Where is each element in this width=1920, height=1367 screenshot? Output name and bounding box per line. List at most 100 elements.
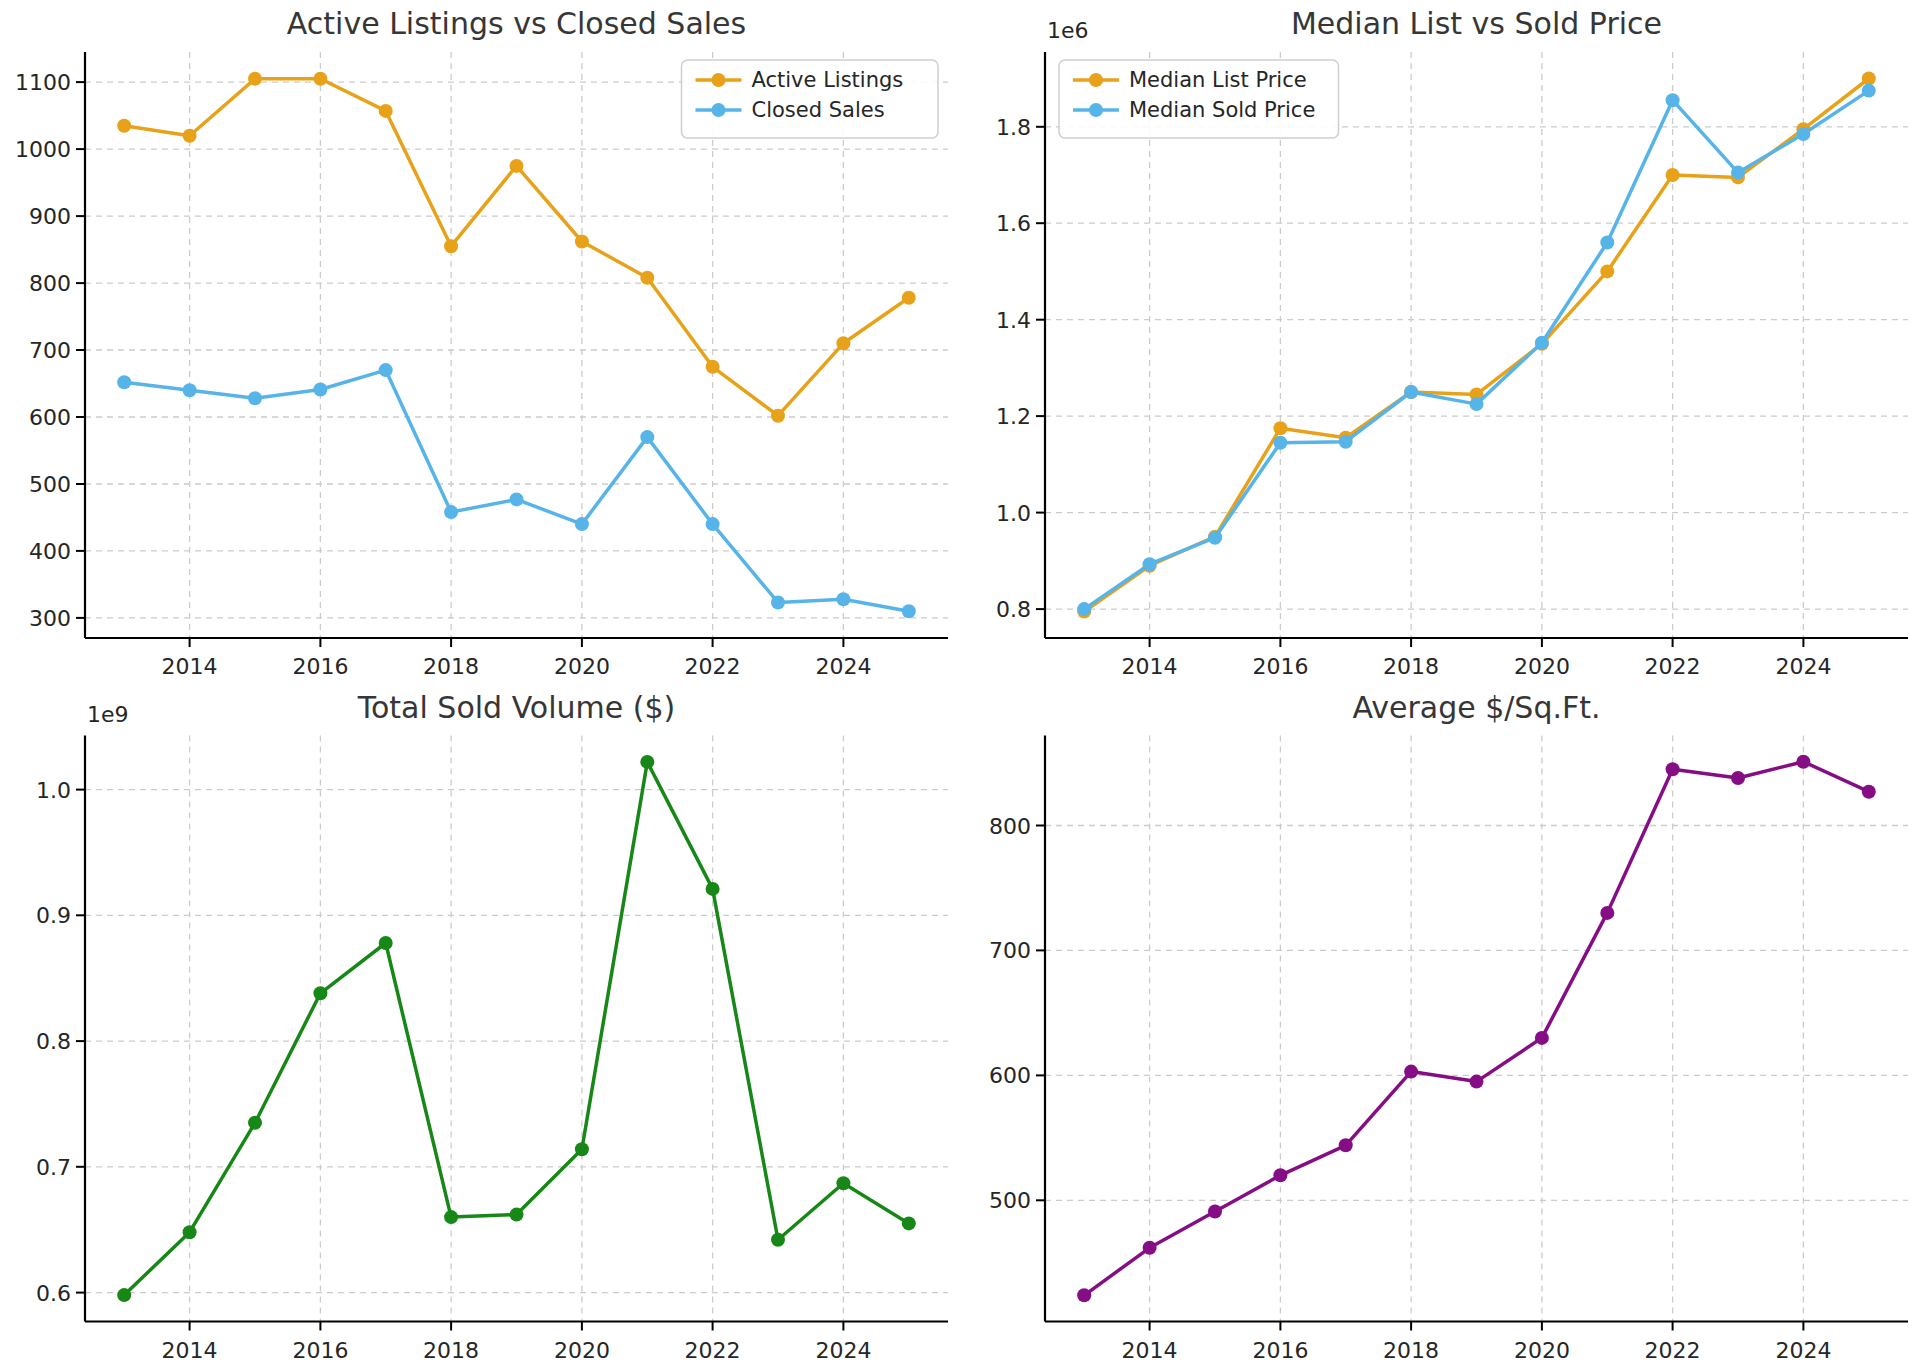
data-point bbox=[1862, 785, 1876, 799]
x-tick-label: 2020 bbox=[1514, 654, 1570, 679]
data-point bbox=[640, 755, 654, 769]
chart-title: Median List vs Sold Price bbox=[1291, 6, 1662, 41]
y-tick-label: 1.0 bbox=[996, 501, 1031, 526]
data-point bbox=[1273, 1168, 1287, 1182]
data-point bbox=[1339, 1138, 1353, 1152]
data-point bbox=[1404, 385, 1418, 399]
data-point bbox=[1666, 93, 1680, 107]
y-tick-label: 1.4 bbox=[996, 308, 1031, 333]
y-tick-label: 0.8 bbox=[996, 597, 1031, 622]
legend: Median List Price Median Sold Price bbox=[1059, 60, 1339, 138]
data-point bbox=[248, 391, 262, 405]
series-line bbox=[1084, 762, 1869, 1296]
legend-sample-marker bbox=[712, 103, 726, 117]
data-point bbox=[1208, 1205, 1222, 1219]
data-point bbox=[1535, 336, 1549, 350]
y-tick-label: 1.0 bbox=[36, 778, 71, 803]
data-point bbox=[771, 596, 785, 610]
x-tick-label: 2014 bbox=[162, 654, 218, 679]
data-point bbox=[313, 383, 327, 397]
data-point bbox=[902, 604, 916, 618]
legend-sample-marker bbox=[712, 73, 726, 87]
data-point bbox=[117, 1288, 131, 1302]
x-tick-label: 2018 bbox=[423, 654, 479, 679]
data-point bbox=[706, 517, 720, 531]
x-tick-label: 2024 bbox=[815, 654, 871, 679]
chart-title: Average $/Sq.Ft. bbox=[1352, 690, 1600, 725]
y-tick-label: 400 bbox=[29, 539, 71, 564]
axis-offset-label: 1e9 bbox=[87, 702, 129, 727]
data-point bbox=[640, 430, 654, 444]
data-point bbox=[510, 492, 524, 506]
data-point bbox=[183, 129, 197, 143]
data-point bbox=[1796, 755, 1810, 769]
data-point bbox=[836, 1176, 850, 1190]
data-point bbox=[117, 119, 131, 133]
data-point bbox=[836, 336, 850, 350]
data-point bbox=[183, 1225, 197, 1239]
data-point bbox=[771, 1233, 785, 1247]
data-point bbox=[1077, 602, 1091, 616]
data-point bbox=[313, 986, 327, 1000]
y-tick-label: 900 bbox=[29, 204, 71, 229]
data-point bbox=[575, 1142, 589, 1156]
data-point bbox=[836, 592, 850, 606]
data-point bbox=[1143, 557, 1157, 571]
x-tick-label: 2024 bbox=[1775, 1338, 1831, 1363]
price-per-sqft-chart-svg: 201420162018202020222024500600700800Aver… bbox=[960, 683, 1920, 1367]
data-point bbox=[510, 159, 524, 173]
chart-average-price-per-sqft: 201420162018202020222024500600700800Aver… bbox=[960, 683, 1920, 1367]
y-tick-label: 1.8 bbox=[996, 115, 1031, 140]
data-point bbox=[1273, 421, 1287, 435]
x-tick-label: 2018 bbox=[1383, 1338, 1439, 1363]
x-tick-label: 2020 bbox=[1514, 1338, 1570, 1363]
data-point bbox=[183, 383, 197, 397]
data-point bbox=[640, 271, 654, 285]
chart-median-list-vs-sold-price: 2014201620182020202220240.81.01.21.41.61… bbox=[960, 0, 1920, 683]
data-point bbox=[706, 882, 720, 896]
data-point bbox=[248, 1116, 262, 1130]
data-point bbox=[379, 363, 393, 377]
data-point bbox=[1862, 72, 1876, 86]
y-tick-label: 1.2 bbox=[996, 404, 1031, 429]
y-tick-label: 700 bbox=[29, 338, 71, 363]
active-listings-chart-svg: 2014201620182020202220243004005006007008… bbox=[0, 0, 960, 683]
chart-active-listings-vs-closed-sales: 2014201620182020202220243004005006007008… bbox=[0, 0, 960, 683]
legend-label: Median Sold Price bbox=[1129, 98, 1315, 122]
data-point bbox=[575, 517, 589, 531]
y-tick-label: 1100 bbox=[15, 70, 71, 95]
data-point bbox=[1666, 168, 1680, 182]
data-point bbox=[313, 72, 327, 86]
legend-label: Median List Price bbox=[1129, 68, 1307, 92]
data-point bbox=[444, 1210, 458, 1224]
data-point bbox=[1862, 84, 1876, 98]
y-tick-label: 0.7 bbox=[36, 1155, 71, 1180]
x-tick-label: 2020 bbox=[554, 654, 610, 679]
x-tick-label: 2014 bbox=[162, 1338, 218, 1363]
y-tick-label: 300 bbox=[29, 606, 71, 631]
data-point bbox=[444, 505, 458, 519]
y-tick-label: 800 bbox=[29, 271, 71, 296]
x-tick-label: 2016 bbox=[1252, 1338, 1308, 1363]
data-point bbox=[1535, 1031, 1549, 1045]
x-tick-label: 2016 bbox=[1252, 654, 1308, 679]
x-tick-label: 2018 bbox=[1383, 654, 1439, 679]
median-price-chart-svg: 2014201620182020202220240.81.01.21.41.61… bbox=[960, 0, 1920, 683]
data-point bbox=[1404, 1065, 1418, 1079]
axis-offset-label: 1e6 bbox=[1047, 18, 1089, 43]
x-tick-label: 2016 bbox=[292, 1338, 348, 1363]
data-point bbox=[1273, 436, 1287, 450]
figure: 2014201620182020202220243004005006007008… bbox=[0, 0, 1920, 1367]
y-tick-label: 1000 bbox=[15, 137, 71, 162]
data-point bbox=[1731, 166, 1745, 180]
y-tick-label: 600 bbox=[29, 405, 71, 430]
y-tick-label: 0.8 bbox=[36, 1029, 71, 1054]
y-tick-label: 1.6 bbox=[996, 211, 1031, 236]
chart-total-sold-volume: 2014201620182020202220240.60.70.80.91.01… bbox=[0, 683, 960, 1367]
legend-sample-marker bbox=[1089, 73, 1103, 87]
x-tick-label: 2018 bbox=[423, 1338, 479, 1363]
data-point bbox=[248, 72, 262, 86]
x-tick-label: 2022 bbox=[1645, 654, 1701, 679]
data-point bbox=[1470, 397, 1484, 411]
x-tick-label: 2014 bbox=[1122, 1338, 1178, 1363]
